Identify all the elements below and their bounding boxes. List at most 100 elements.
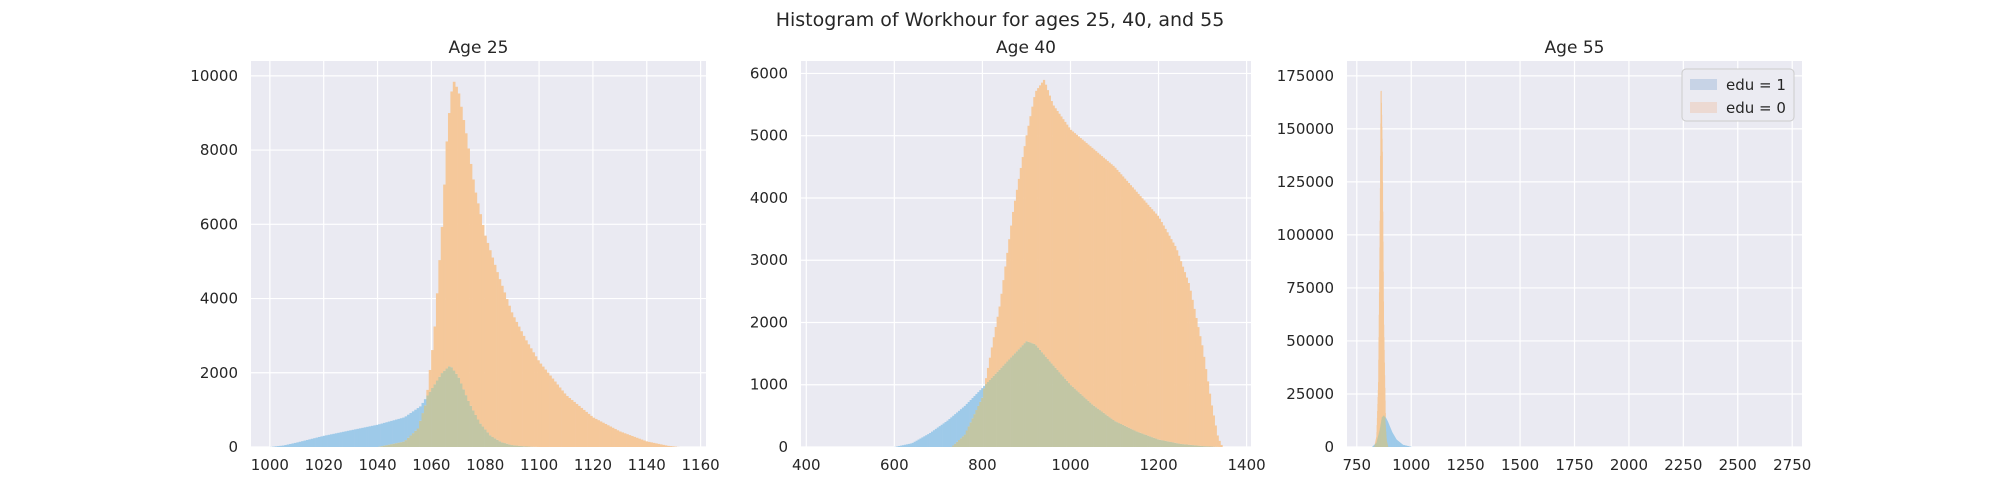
bar-edu-1 bbox=[411, 411, 415, 434]
bar-edu-0 bbox=[1168, 235, 1171, 442]
bar-edu-1 bbox=[289, 443, 292, 447]
bar-overlap bbox=[1108, 417, 1111, 447]
bar-edu-1 bbox=[896, 446, 899, 447]
bar-overlap bbox=[1110, 418, 1113, 447]
bar-edu-1 bbox=[404, 416, 408, 441]
bar-edu-1 bbox=[337, 432, 340, 447]
bar-overlap bbox=[1023, 343, 1026, 447]
bar-edu-1 bbox=[921, 437, 924, 447]
bar-edu-0 bbox=[1083, 141, 1086, 398]
bar-edu-1 bbox=[977, 392, 980, 406]
bar-overlap bbox=[426, 395, 430, 447]
bar-overlap bbox=[1010, 357, 1013, 447]
bar-edu-1 bbox=[902, 445, 905, 447]
bar-edu-0 bbox=[590, 415, 593, 447]
bar-edu-1 bbox=[373, 425, 377, 447]
bar-edu-0 bbox=[565, 395, 569, 447]
bar-overlap bbox=[1150, 437, 1154, 447]
bar-edu-1 bbox=[923, 436, 926, 447]
bar-edu-0 bbox=[1162, 225, 1165, 441]
figure-title: Histogram of Workhour for ages 25, 40, a… bbox=[776, 9, 1225, 31]
bar-edu-0 bbox=[582, 409, 586, 447]
bar-overlap bbox=[520, 446, 523, 447]
bar-edu-0 bbox=[546, 372, 550, 447]
bar-edu-1 bbox=[961, 407, 965, 437]
bar-edu-1 bbox=[346, 430, 350, 447]
bar-edu-0 bbox=[1189, 290, 1192, 445]
bar-edu-1 bbox=[421, 402, 425, 414]
bar-overlap bbox=[476, 419, 480, 447]
bar-edu-0 bbox=[1129, 185, 1132, 429]
bar-edu-0 bbox=[1023, 146, 1026, 344]
bar-edu-0 bbox=[525, 340, 528, 447]
bar-edu-0 bbox=[541, 366, 545, 447]
bar-edu-0 bbox=[1384, 400, 1386, 417]
x-tick-label: 1040 bbox=[358, 456, 396, 474]
bar-overlap bbox=[1127, 427, 1131, 447]
x-tick-label: 2000 bbox=[1610, 456, 1648, 474]
bar-overlap bbox=[493, 438, 497, 447]
y-tick-label: 25000 bbox=[1286, 385, 1334, 403]
bar-edu-0 bbox=[1208, 393, 1212, 447]
bar-edu-0 bbox=[455, 86, 458, 374]
bar-overlap bbox=[1035, 345, 1038, 447]
bar-edu-1 bbox=[903, 444, 907, 447]
bar-edu-0 bbox=[1195, 317, 1198, 446]
bar-edu-0 bbox=[1116, 169, 1119, 423]
y-tick-label: 6000 bbox=[200, 215, 238, 233]
bar-edu-0 bbox=[1106, 160, 1109, 416]
x-tick-label: 1080 bbox=[466, 456, 504, 474]
bar-edu-0 bbox=[657, 443, 661, 447]
bar-overlap bbox=[1095, 407, 1098, 447]
bar-edu-1 bbox=[416, 408, 420, 429]
x-tick-label: 2250 bbox=[1664, 456, 1702, 474]
bar-edu-0 bbox=[1201, 345, 1204, 447]
bar-overlap bbox=[1174, 442, 1177, 447]
x-tick-label: 1120 bbox=[574, 456, 612, 474]
bar-overlap bbox=[397, 442, 401, 447]
bar-edu-0 bbox=[1135, 191, 1138, 432]
bar-edu-1 bbox=[940, 424, 943, 447]
bar-overlap bbox=[977, 405, 980, 447]
bar-edu-1 bbox=[917, 439, 920, 447]
bar-edu-0 bbox=[597, 420, 600, 447]
x-tick-label: 1160 bbox=[682, 456, 720, 474]
bar-edu-1 bbox=[925, 435, 928, 447]
bar-edu-0 bbox=[1077, 136, 1080, 393]
x-tick-label: 1000 bbox=[251, 456, 289, 474]
bar-overlap bbox=[1162, 440, 1165, 447]
bar-edu-0 bbox=[1185, 277, 1188, 445]
x-tick-label: 1060 bbox=[412, 456, 450, 474]
bar-edu-0 bbox=[462, 120, 466, 390]
bar-edu-1 bbox=[370, 425, 374, 447]
y-tick-label: 8000 bbox=[200, 141, 238, 159]
bar-overlap bbox=[967, 426, 970, 447]
y-tick-label: 3000 bbox=[750, 251, 788, 269]
bar-edu-0 bbox=[662, 444, 665, 447]
bar-overlap bbox=[510, 445, 514, 447]
bar-overlap bbox=[1203, 446, 1206, 447]
bar-edu-0 bbox=[1037, 88, 1040, 348]
bar-edu-1 bbox=[392, 420, 396, 444]
bar-edu-1 bbox=[354, 429, 357, 447]
bar-overlap bbox=[1170, 442, 1173, 447]
bar-edu-1 bbox=[380, 423, 384, 447]
bar-edu-0 bbox=[609, 426, 612, 447]
x-tick-label: 1100 bbox=[520, 456, 558, 474]
bar-edu-1 bbox=[305, 439, 309, 447]
bar-edu-0 bbox=[491, 257, 495, 437]
bar-edu-0 bbox=[1091, 147, 1094, 405]
bar-edu-0 bbox=[1012, 211, 1015, 356]
bar-edu-0 bbox=[1069, 129, 1073, 386]
bar-edu-1 bbox=[298, 441, 302, 447]
bar-edu-0 bbox=[1210, 405, 1214, 447]
bar-overlap bbox=[1054, 367, 1057, 447]
bar-edu-0 bbox=[1145, 202, 1148, 435]
bar-edu-0 bbox=[1015, 189, 1019, 352]
bar-edu-0 bbox=[1044, 84, 1048, 357]
bar-overlap bbox=[402, 441, 405, 447]
bar-edu-1 bbox=[284, 445, 287, 447]
bar-edu-0 bbox=[500, 285, 504, 443]
bar-edu-1 bbox=[965, 403, 968, 431]
bar-overlap bbox=[462, 389, 466, 447]
